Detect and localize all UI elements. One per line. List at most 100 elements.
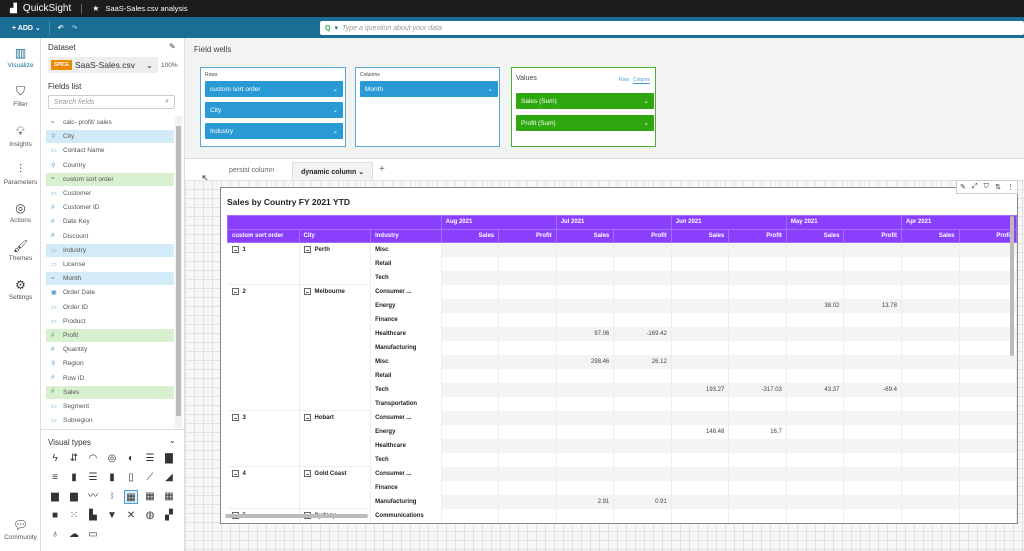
field-item[interactable]: # Customer ID <box>46 201 174 214</box>
field-item[interactable]: ▭ Subregion <box>46 414 174 427</box>
rail-item-insights[interactable]: 💡︎ Insights <box>0 124 41 148</box>
row-field-header[interactable]: City <box>298 228 372 243</box>
field-item[interactable]: ▭ License <box>46 258 174 271</box>
measure-header[interactable]: Profit <box>498 228 557 243</box>
chevron-down-icon[interactable]: ⌄ <box>643 98 649 105</box>
chevron-down-icon[interactable]: ⌄ <box>332 128 338 135</box>
expand-icon[interactable]: ⤢ <box>971 183 978 190</box>
measure-header[interactable]: Sales <box>670 228 730 243</box>
visual-type-icon[interactable]: ■ <box>51 510 59 521</box>
measure-header[interactable]: Profit <box>843 228 902 243</box>
collapse-icon[interactable] <box>303 246 311 254</box>
vertical-scrollbar[interactable] <box>1010 216 1014 356</box>
field-item[interactable]: ▭ Segment <box>46 400 174 413</box>
field-item[interactable]: ▭ Customer <box>46 187 174 200</box>
visual-type-icon[interactable]: ▦ <box>164 491 174 502</box>
add-button[interactable]: + ADD ⌄ <box>12 24 41 32</box>
row-toggle[interactable]: Row <box>619 77 630 83</box>
visual-type-icon[interactable]: ⟋ <box>146 472 154 483</box>
visual-type-icon[interactable]: ϟ <box>52 453 58 464</box>
measure-header[interactable]: Profit <box>728 228 787 243</box>
tab-dynamic-column[interactable]: dynamic column ⌄ <box>292 162 374 180</box>
chevron-down-icon[interactable]: ⌄ <box>487 86 493 93</box>
rail-item-visualize[interactable]: ▥ Visualize <box>0 46 41 69</box>
rail-item-actions[interactable]: ◎ Actions <box>0 201 41 224</box>
field-item[interactable]: ▭ Contact Name <box>46 144 174 157</box>
measure-header[interactable]: Profit <box>613 228 672 243</box>
field-item[interactable]: ⚲ Region <box>46 357 174 370</box>
visual-type-icon[interactable]: ▞ <box>165 510 173 521</box>
month-header[interactable]: Aug 2021 <box>440 215 557 230</box>
visual-type-icon[interactable]: ◢ <box>165 472 173 483</box>
visual-type-icon[interactable]: ◎ <box>107 453 117 464</box>
visual-type-icon[interactable]: ▼ <box>107 510 117 521</box>
visual-type-icon[interactable]: 〰 <box>88 491 98 502</box>
field-well-pill[interactable]: City ⌄ <box>205 102 343 118</box>
filter-icon[interactable]: ⛉ <box>983 183 989 190</box>
tab-persist-column[interactable]: persist column <box>229 167 275 174</box>
month-header[interactable]: Jul 2021 <box>555 215 672 230</box>
month-header[interactable]: Apr 2021 <box>900 215 1017 230</box>
row-field-header[interactable]: Industry <box>370 228 442 243</box>
pivot-table-visual[interactable]: Sales by Country FY 2021 YTD Aug 2021 Jul… <box>220 187 1018 524</box>
search-fields-input[interactable]: Search fields ⌕ <box>48 95 175 109</box>
brand[interactable]: QuickSight <box>22 3 72 14</box>
chevron-down-icon[interactable]: ⌄ <box>332 86 338 93</box>
visual-type-icon[interactable]: ▯ <box>128 472 134 483</box>
visual-type-icon[interactable]: ≡ <box>52 472 58 483</box>
field-well-pill[interactable]: Month ⌄ <box>360 81 498 97</box>
field-item[interactable]: # Discount <box>46 230 174 243</box>
visual-type-icon[interactable]: ◠ <box>88 453 98 464</box>
field-well-pill[interactable]: custom sort order ⌄ <box>205 81 343 97</box>
measure-header[interactable]: Sales <box>785 228 845 243</box>
visual-type-icon[interactable]: ⧘ <box>110 491 114 502</box>
more-options-icon[interactable]: ⋮ <box>1006 184 1014 191</box>
q-search-input[interactable]: Q ▾ Type a question about your data <box>320 21 1024 35</box>
field-item[interactable]: = calc- profit/ sales <box>46 116 174 129</box>
month-header[interactable]: Mar 2 <box>1016 215 1017 230</box>
field-item[interactable]: ▭ Industry <box>46 243 174 257</box>
visual-type-icon[interactable]: ◐ <box>127 453 135 464</box>
field-item[interactable]: # Date Key <box>46 215 174 228</box>
collapse-icon[interactable] <box>303 288 311 296</box>
collapse-icon[interactable] <box>303 414 311 422</box>
redo-icon[interactable]: ↷ <box>71 24 78 32</box>
field-item[interactable]: # Sales <box>46 385 174 399</box>
field-item[interactable]: = Month <box>46 272 174 286</box>
visual-type-icon[interactable]: ◍ <box>145 510 155 521</box>
field-item[interactable]: = custom sort order <box>46 172 174 186</box>
visual-type-icon[interactable]: ▇ <box>165 453 173 464</box>
field-item[interactable]: ⚲ Country <box>46 159 174 172</box>
visual-type-icon[interactable]: ▙ <box>89 510 97 521</box>
field-item[interactable]: ▭ Order ID <box>46 301 174 314</box>
field-well-pill[interactable]: Sales (Sum) ⌄ <box>516 93 654 109</box>
rail-item-community[interactable]: 💬︎ Community <box>0 518 41 541</box>
rail-item-parameters[interactable]: ⫶ Parameters <box>0 162 41 186</box>
horizontal-scrollbar[interactable] <box>225 514 368 518</box>
collapse-icon[interactable] <box>231 288 239 296</box>
field-item[interactable]: # Profit <box>46 329 174 342</box>
add-sheet-button[interactable]: + <box>379 164 385 175</box>
rail-item-filter[interactable]: ⛉ Filter <box>0 84 41 108</box>
field-item[interactable]: ⚲ City <box>46 130 174 144</box>
chevron-down-icon[interactable]: ⌄ <box>643 120 649 127</box>
star-icon[interactable]: ★ <box>92 4 100 13</box>
collapse-icon[interactable] <box>231 246 239 254</box>
analysis-title[interactable]: SaaS-Sales.csv analysis <box>105 4 188 13</box>
month-header[interactable]: May 2021 <box>785 215 902 230</box>
rail-item-themes[interactable]: 🖌︎ Themes <box>0 239 41 262</box>
fields-scrollbar[interactable] <box>175 116 182 428</box>
chevron-down-icon[interactable]: ⌄ <box>332 107 338 114</box>
sort-icon[interactable]: ⇅ <box>995 184 1001 191</box>
measure-header[interactable]: Sales <box>555 228 615 243</box>
measure-header[interactable]: Profit <box>958 228 1017 243</box>
month-header[interactable]: Jun 2021 <box>670 215 787 230</box>
collapse-icon[interactable] <box>231 414 239 422</box>
edit-icon[interactable]: ✎ <box>960 184 966 191</box>
field-well-pill[interactable]: Profit (Sum) ⌄ <box>516 115 654 131</box>
visual-type-icon[interactable]: ▦ <box>124 490 138 504</box>
rail-item-settings[interactable]: ⚙ Settings <box>0 278 41 301</box>
column-toggle[interactable]: Column <box>633 77 651 84</box>
visual-type-icon[interactable]: ⇵ <box>69 453 79 464</box>
chevron-down-icon[interactable]: ⌄ <box>169 436 176 445</box>
